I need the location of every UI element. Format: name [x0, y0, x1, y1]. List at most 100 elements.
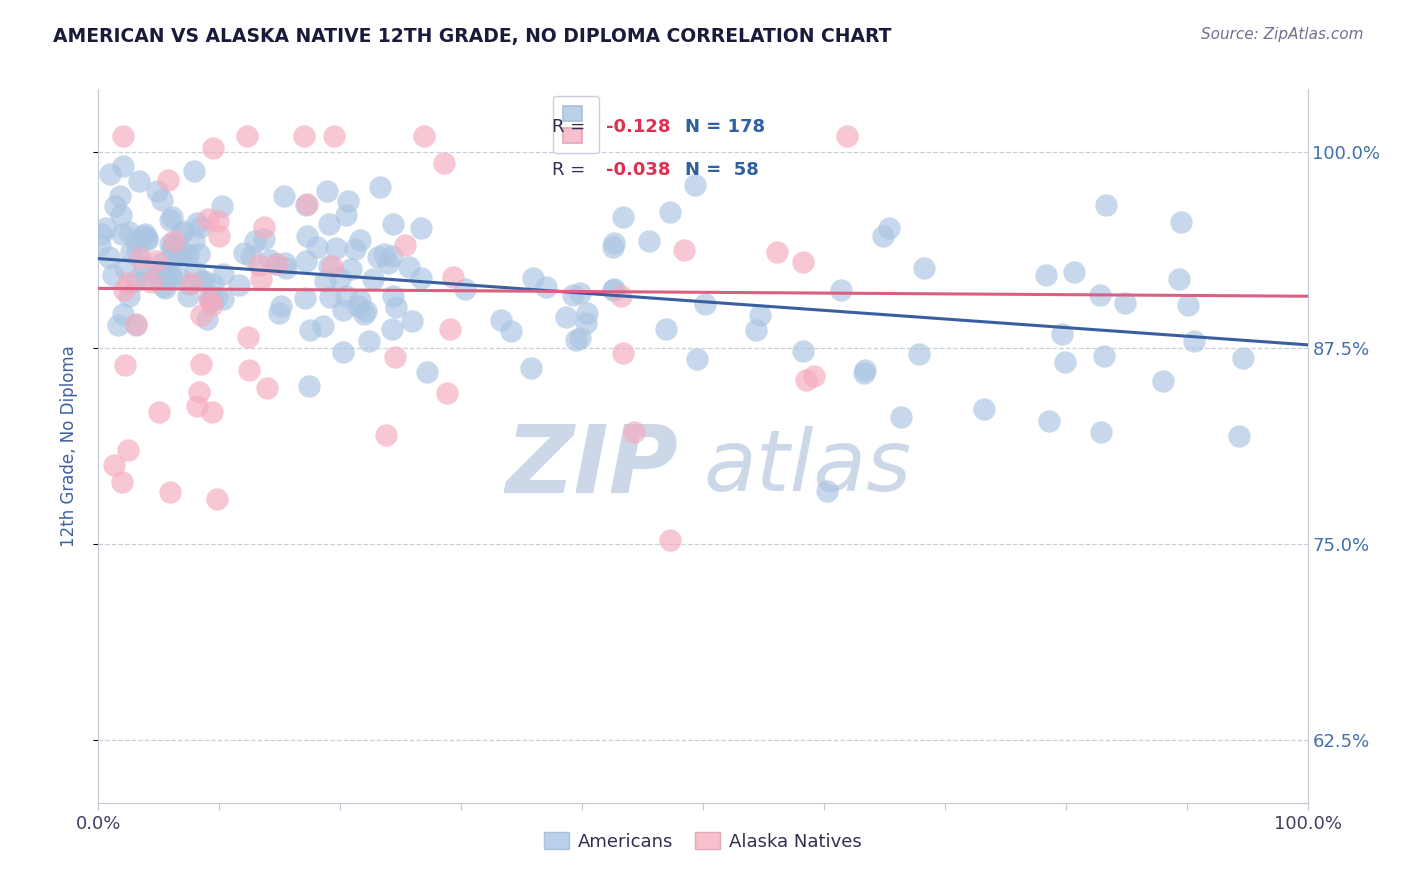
Point: [623, 425, 645, 439]
Point: [295, 197, 318, 211]
Point: [1177, 297, 1199, 311]
Point: [658, 533, 681, 547]
Text: AMERICAN VS ALASKA NATIVE 12TH GRADE, NO DIPLOMA CORRELATION CHART: AMERICAN VS ALASKA NATIVE 12TH GRADE, NO…: [53, 27, 891, 45]
Point: [190, 275, 212, 289]
Point: [349, 233, 371, 247]
Y-axis label: 12th Grade, No Diploma: 12th Grade, No Diploma: [59, 345, 77, 547]
Point: [177, 289, 200, 303]
Point: [163, 234, 186, 248]
Point: [766, 245, 789, 260]
Point: [562, 288, 585, 302]
Point: [332, 303, 354, 318]
Point: [655, 322, 678, 336]
Text: ZIP: ZIP: [506, 421, 679, 514]
Point: [318, 259, 340, 273]
Point: [238, 363, 260, 377]
Point: [357, 334, 380, 348]
Legend: Americans, Alaska Natives: Americans, Alaska Natives: [537, 825, 869, 858]
Point: [153, 265, 176, 279]
Point: [160, 210, 183, 224]
Point: [170, 247, 193, 261]
Point: [228, 278, 250, 293]
Point: [162, 238, 184, 252]
Point: [295, 253, 318, 268]
Point: [1054, 355, 1077, 369]
Point: [409, 271, 432, 285]
Point: [188, 385, 211, 400]
Point: [796, 373, 818, 387]
Point: [160, 242, 183, 256]
Point: [183, 164, 205, 178]
Point: [837, 129, 859, 144]
Point: [136, 233, 159, 247]
Point: [329, 270, 352, 285]
Point: [340, 262, 363, 277]
Point: [815, 483, 838, 498]
Point: [212, 292, 235, 306]
Point: [695, 297, 717, 311]
Point: [103, 458, 125, 472]
Point: [201, 298, 224, 312]
Point: [201, 404, 224, 418]
Point: [114, 358, 136, 372]
Point: [1090, 425, 1112, 439]
Point: [134, 260, 156, 274]
Point: [127, 245, 149, 260]
Point: [107, 318, 129, 333]
Point: [401, 314, 423, 328]
Point: [259, 252, 281, 267]
Point: [1182, 334, 1205, 348]
Point: [792, 255, 814, 269]
Point: [152, 278, 174, 293]
Point: [117, 225, 139, 239]
Point: [852, 366, 875, 380]
Point: [145, 254, 167, 268]
Text: N = 178: N = 178: [685, 118, 765, 136]
Point: [381, 217, 404, 231]
Point: [1152, 374, 1174, 388]
Point: [1035, 268, 1057, 282]
Point: [232, 245, 254, 260]
Point: [877, 221, 900, 235]
Point: [212, 267, 235, 281]
Point: [335, 208, 357, 222]
Point: [354, 304, 377, 318]
Point: [441, 269, 464, 284]
Point: [433, 156, 456, 170]
Point: [111, 307, 134, 321]
Point: [830, 283, 852, 297]
Point: [344, 242, 367, 256]
Point: [101, 268, 124, 283]
Point: [190, 308, 212, 322]
Point: [353, 307, 375, 321]
Point: [111, 129, 134, 144]
Point: [150, 256, 173, 270]
Point: [520, 360, 543, 375]
Point: [146, 185, 169, 199]
Point: [1170, 215, 1192, 229]
Text: R =: R =: [551, 161, 591, 178]
Point: [638, 234, 661, 248]
Point: [253, 232, 276, 246]
Point: [153, 262, 176, 277]
Point: [568, 331, 591, 345]
Point: [125, 234, 148, 248]
Point: [416, 365, 439, 379]
Point: [188, 246, 211, 260]
Point: [205, 492, 228, 507]
Point: [90, 227, 112, 242]
Point: [1232, 351, 1254, 366]
Point: [363, 272, 385, 286]
Point: [183, 265, 205, 279]
Point: [394, 237, 416, 252]
Point: [349, 293, 371, 307]
Point: [603, 235, 626, 250]
Point: [890, 410, 912, 425]
Point: [273, 189, 295, 203]
Point: [125, 317, 148, 331]
Point: [439, 322, 461, 336]
Point: [117, 443, 139, 458]
Point: [177, 277, 200, 292]
Point: [160, 268, 183, 282]
Text: N =  58: N = 58: [685, 161, 759, 178]
